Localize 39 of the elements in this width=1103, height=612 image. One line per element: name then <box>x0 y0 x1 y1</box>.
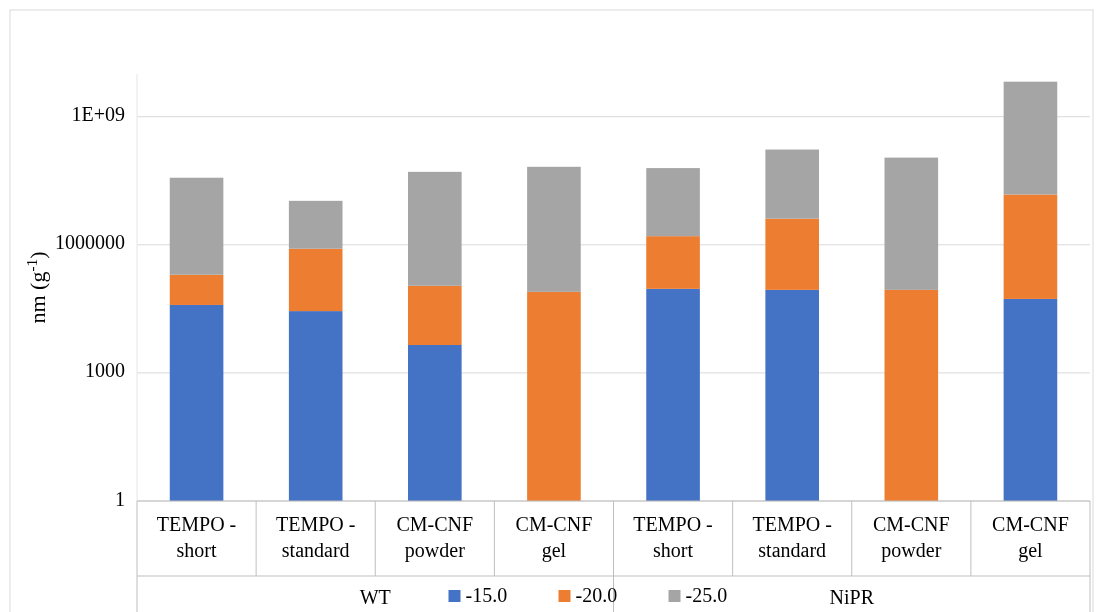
bar <box>646 288 700 501</box>
bar <box>527 166 581 292</box>
text: WT <box>359 586 391 608</box>
bar <box>1003 81 1058 195</box>
bar <box>646 236 700 289</box>
bar <box>288 311 343 501</box>
x-tick-label: CM-CNF gel <box>515 513 593 562</box>
x-tick-label: CM-CNF powder <box>396 513 474 562</box>
x-tick-label: TEMPO - standard <box>275 513 356 561</box>
y-tick-label: 1000 <box>85 359 125 382</box>
bar <box>527 291 581 501</box>
bar <box>288 248 343 312</box>
x-tick-label: TEMPO - short <box>156 513 237 561</box>
bar <box>169 274 224 305</box>
bar <box>408 345 462 501</box>
bar <box>884 289 939 501</box>
bar <box>646 168 700 237</box>
legend-label: -20.0 <box>575 584 618 606</box>
bar <box>169 177 224 275</box>
y-tick-label: 1E+09 <box>71 103 125 126</box>
bar <box>765 149 819 219</box>
legend-label: -15.0 <box>465 584 508 606</box>
y-tick-label: 1 <box>115 487 125 510</box>
x-tick-label: CM-CNF powder <box>872 513 950 562</box>
bar <box>765 218 819 290</box>
bar <box>169 304 224 501</box>
x-tick-label: TEMPO - standard <box>752 513 832 561</box>
bar <box>408 171 462 286</box>
bar <box>765 289 819 501</box>
x-tick-label: CM-CNF gel <box>992 513 1069 562</box>
bar <box>1003 194 1058 299</box>
bar <box>288 200 343 249</box>
bar <box>1003 298 1058 501</box>
bar <box>884 157 939 290</box>
bar <box>408 285 462 346</box>
x-tick-label: TEMPO - short <box>633 513 713 561</box>
y-tick-label: 1000000 <box>55 231 125 254</box>
text: NiPR <box>829 586 875 608</box>
legend-label: -25.0 <box>685 584 728 606</box>
